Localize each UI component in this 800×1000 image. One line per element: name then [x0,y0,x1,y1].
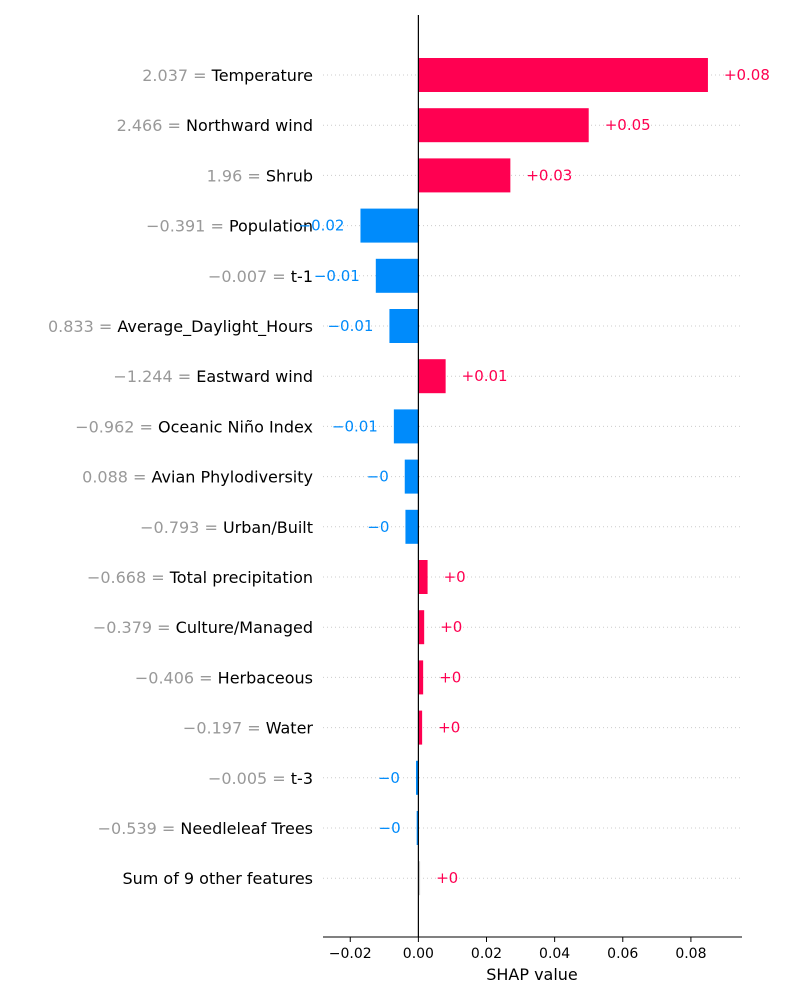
bar-value-label: +0 [438,719,460,737]
bar-value-label: +0.08 [724,66,770,84]
feature-name: t-3 [291,769,313,788]
bar-value-label: +0 [444,568,466,586]
bar-value-label: −0 [367,518,389,536]
feature-label: 0.833 = Average_Daylight_Hours [48,317,313,337]
feature-value: −0.391 = [146,217,229,236]
x-axis-title: SHAP value [486,965,578,984]
bar [393,409,419,444]
bar-value-label: −0.01 [314,267,360,285]
feature-label: −0.668 = Total precipitation [87,568,313,587]
feature-label: −0.539 = Needleleaf Trees [98,819,313,838]
bar [416,811,419,845]
feature-labels: 2.037 = Temperature 2.466 = Northward win… [48,66,313,888]
feature-value: 2.037 = [142,66,211,85]
feature-name: Sum of 9 other features [122,869,313,888]
bar-value-labels: +0.08 +0.05 +0.03 −0.02 −0.01 −0.01 +0.01 −0.01… [299,66,770,887]
feature-label: 2.466 = Northward wind [117,116,313,135]
feature-value: −0.793 = [140,518,223,537]
bar [415,760,419,795]
bar-value-label: +0 [436,869,458,887]
feature-label: −0.793 = Urban/Built [140,518,313,537]
feature-label: −0.005 = t-3 [208,769,313,788]
bar [360,208,419,243]
bar-value-label: −0.01 [332,417,378,435]
feature-value: −0.007 = [208,267,291,286]
bar [405,509,419,544]
feature-name: Population [229,217,313,236]
bar-value-label: +0 [440,618,462,636]
feature-value: −0.539 = [98,819,181,838]
feature-label: −0.197 = Water [183,719,314,738]
feature-value: 2.466 = [117,116,186,135]
feature-name: Oceanic Niño Index [158,417,313,436]
bars [360,58,708,896]
feature-label: Sum of 9 other features [122,869,313,888]
bar [389,309,419,343]
feature-label: −0.406 = Herbaceous [135,668,313,687]
x-tick-label: 0.02 [471,946,502,962]
x-tick-label: 0.06 [607,946,638,962]
feature-value: 0.088 = [82,468,151,487]
feature-name: Urban/Built [223,518,313,537]
bar [418,861,421,896]
feature-value: −1.244 = [113,367,196,386]
bar [418,158,511,193]
feature-value: −0.962 = [75,417,158,436]
x-tick-label: 0.04 [539,946,570,962]
feature-value: −0.379 = [93,618,176,637]
bar-value-label: −0 [378,769,400,787]
bar [418,660,424,695]
feature-name: Herbaceous [218,668,313,687]
feature-label: −0.962 = Oceanic Niño Index [75,417,313,436]
feature-value: −0.668 = [87,568,170,587]
bar-value-label: −0 [367,468,389,486]
feature-name: Temperature [211,66,313,85]
feature-value: 0.833 = [48,317,117,336]
x-axis: −0.02 0.00 0.02 0.04 0.06 0.08 [323,936,742,962]
bar [418,108,589,143]
bar [418,560,428,594]
x-tick-label: 0.00 [403,946,434,962]
feature-value: −0.406 = [135,668,218,687]
feature-label: −0.379 = Culture/Managed [93,618,313,637]
bar-value-label: −0 [379,819,401,837]
feature-label: 2.037 = Temperature [142,66,313,85]
bar [418,710,423,745]
feature-label: −1.244 = Eastward wind [113,367,313,386]
feature-label: −0.391 = Population [146,217,313,236]
bar [418,58,708,92]
feature-value: −0.197 = [183,719,266,738]
feature-name: Needleleaf Trees [180,819,313,838]
feature-value: −0.005 = [208,769,291,788]
bar [418,610,425,645]
feature-label: 1.96 = Shrub [207,166,313,185]
bar-value-label: −0.01 [327,317,373,335]
feature-name: Shrub [266,166,313,185]
feature-name: Eastward wind [196,367,313,386]
feature-name: Avian Phylodiversity [152,468,313,487]
bar [404,459,419,494]
bar-value-label: +0.01 [462,367,508,385]
bar-value-label: +0 [439,668,461,686]
feature-name: Northward wind [186,116,313,135]
feature-name: Culture/Managed [176,618,313,637]
feature-value: 1.96 = [207,166,266,185]
feature-name: Total precipitation [169,568,313,587]
bar-value-label: −0.02 [299,217,345,235]
bar-value-label: +0.03 [526,166,572,184]
feature-name: Average_Daylight_Hours [117,317,313,337]
x-tick-label: −0.02 [329,946,372,962]
bar [418,359,446,394]
bar-value-label: +0.05 [605,116,651,134]
feature-name: Water [266,719,314,738]
feature-label: −0.007 = t-1 [208,267,313,286]
feature-name: t-1 [291,267,313,286]
bar [375,258,419,293]
feature-label: 0.088 = Avian Phylodiversity [82,468,313,487]
x-tick-label: 0.08 [675,946,706,962]
